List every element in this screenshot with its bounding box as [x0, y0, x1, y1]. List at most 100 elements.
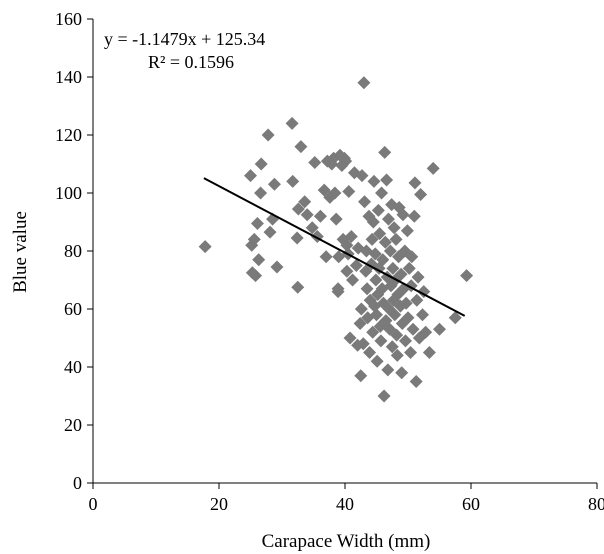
y-tick-label: 140 — [55, 67, 82, 87]
data-point — [448, 311, 462, 325]
data-point — [389, 232, 403, 246]
x-tick-label: 20 — [210, 494, 228, 514]
data-point — [401, 311, 415, 325]
data-point — [394, 267, 408, 281]
y-tick-label: 40 — [64, 357, 82, 377]
data-point — [270, 260, 284, 274]
data-point — [365, 232, 379, 246]
data-point — [340, 264, 354, 278]
data-point — [250, 216, 264, 230]
data-point — [426, 161, 440, 175]
data-point — [402, 261, 416, 275]
data-point — [410, 293, 424, 307]
x-tick-label: 0 — [89, 494, 98, 514]
data-point — [396, 208, 410, 222]
data-point — [291, 202, 305, 216]
data-point — [298, 195, 312, 209]
data-point — [353, 317, 367, 330]
data-point — [380, 173, 394, 187]
data-point — [405, 250, 419, 264]
data-point — [254, 186, 268, 200]
data-point — [400, 224, 414, 238]
data-point — [291, 280, 305, 294]
data-point — [285, 116, 299, 130]
data-point — [408, 176, 422, 190]
data-point — [366, 215, 380, 229]
data-points — [198, 76, 474, 403]
data-point — [286, 174, 300, 188]
y-tick-label: 60 — [64, 299, 82, 319]
data-point — [386, 261, 400, 275]
data-point — [370, 354, 384, 368]
data-point — [342, 185, 356, 199]
data-point — [329, 212, 343, 226]
data-point — [395, 366, 409, 380]
x-tick-label: 40 — [336, 494, 354, 514]
data-point — [355, 169, 369, 183]
r-squared-annotation: R² = 0.1596 — [148, 52, 234, 72]
data-point — [308, 156, 322, 170]
x-tick-label: 60 — [462, 494, 480, 514]
data-point — [374, 334, 388, 348]
data-point — [346, 273, 360, 287]
data-point — [366, 325, 380, 339]
data-point — [263, 225, 277, 239]
data-point — [357, 76, 371, 90]
data-point — [252, 253, 266, 267]
data-point — [245, 238, 259, 252]
data-point — [378, 235, 392, 249]
data-point — [406, 322, 420, 336]
data-point — [254, 157, 268, 171]
data-point — [356, 337, 370, 351]
data-point — [368, 247, 382, 261]
data-point — [290, 231, 304, 245]
data-point — [411, 270, 425, 284]
data-point — [267, 177, 281, 191]
data-point — [354, 369, 368, 383]
data-point — [398, 334, 412, 348]
data-point — [339, 154, 353, 168]
data-point — [415, 308, 429, 322]
data-point — [249, 269, 263, 283]
data-point — [261, 128, 275, 142]
ticks: 0 20 40 60 80 0 20 40 60 80 100 120 140 160 — [55, 9, 604, 514]
data-point — [358, 195, 372, 209]
y-tick-label: 80 — [64, 241, 82, 261]
data-point — [363, 346, 377, 359]
data-point — [331, 285, 345, 299]
y-tick-label: 160 — [55, 9, 82, 29]
x-axis-title: Carapace Width (mm) — [262, 531, 431, 552]
data-point — [371, 203, 385, 217]
data-point — [414, 187, 428, 201]
data-point — [354, 302, 368, 316]
data-point — [390, 328, 404, 342]
data-point — [328, 186, 342, 200]
data-point — [369, 273, 383, 287]
data-point — [360, 282, 374, 296]
equation-annotation: y = -1.1479x + 125.34 — [104, 29, 265, 49]
y-tick-label: 0 — [73, 473, 82, 493]
data-point — [381, 363, 395, 377]
data-point — [344, 230, 358, 243]
trendline — [203, 177, 466, 317]
data-point — [378, 145, 392, 159]
data-point — [305, 221, 319, 235]
data-point — [409, 375, 423, 388]
data-point — [385, 340, 399, 354]
data-point — [433, 322, 446, 336]
data-point — [343, 331, 357, 345]
data-point — [340, 238, 354, 252]
data-point — [404, 346, 418, 359]
data-point — [247, 232, 261, 246]
data-point — [349, 259, 363, 272]
y-tick-label: 100 — [55, 183, 82, 203]
data-point — [381, 212, 395, 226]
x-tick-label: 80 — [588, 494, 604, 514]
data-point — [373, 227, 387, 241]
y-tick-label: 120 — [55, 125, 82, 145]
data-point — [370, 308, 383, 322]
data-point — [460, 269, 474, 283]
data-point — [375, 186, 389, 200]
